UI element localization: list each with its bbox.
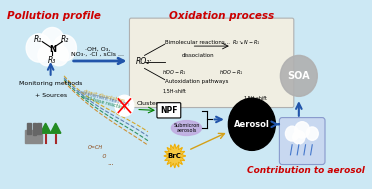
Bar — [25, 130, 42, 143]
Text: Autoxidation pathways: Autoxidation pathways — [165, 79, 228, 84]
Text: Contribution to aerosol: Contribution to aerosol — [247, 166, 365, 175]
Circle shape — [38, 45, 57, 66]
Text: + Sources: + Sources — [35, 93, 67, 98]
Text: RO₂·: RO₂· — [136, 57, 153, 66]
Circle shape — [115, 95, 134, 116]
Bar — [27, 123, 31, 134]
Text: Aerosol: Aerosol — [234, 120, 270, 129]
Text: BrC: BrC — [168, 153, 182, 159]
Text: SOA: SOA — [288, 71, 310, 81]
Circle shape — [285, 126, 299, 141]
Text: acid-base reaction: acid-base reaction — [81, 94, 126, 110]
Text: ·OH, O₃,
NO₃·, ·Cl , sCls ...: ·OH, O₃, NO₃·, ·Cl , sCls ... — [71, 46, 124, 57]
Text: R₁: R₁ — [34, 35, 42, 44]
Text: NPF: NPF — [160, 106, 177, 115]
Text: O=CH: O=CH — [87, 145, 103, 149]
Circle shape — [53, 35, 77, 61]
Text: Clusters: Clusters — [136, 101, 162, 106]
Polygon shape — [164, 144, 186, 168]
Circle shape — [26, 34, 52, 62]
Ellipse shape — [171, 121, 202, 136]
Text: Bimolecular reactions...: Bimolecular reactions... — [165, 40, 230, 45]
Text: $HOO-R_1$: $HOO-R_1$ — [163, 68, 187, 77]
Text: O: O — [97, 154, 106, 159]
Text: $HOO-R_1$: $HOO-R_1$ — [219, 68, 244, 77]
Text: replacement reaction: replacement reaction — [77, 89, 130, 107]
Text: 1,5H-shift: 1,5H-shift — [243, 96, 267, 101]
Text: R₂: R₂ — [61, 35, 69, 44]
Text: R₃: R₃ — [48, 56, 57, 65]
Text: direct dissolution: direct dissolution — [83, 90, 125, 104]
FancyBboxPatch shape — [157, 103, 181, 118]
Text: 1,5H-shift: 1,5H-shift — [163, 88, 187, 93]
Circle shape — [280, 55, 317, 96]
Text: N: N — [49, 45, 56, 53]
Text: ...: ... — [108, 160, 115, 166]
Circle shape — [293, 131, 305, 144]
Circle shape — [41, 27, 64, 53]
Circle shape — [295, 122, 310, 138]
Text: Oxidation process: Oxidation process — [169, 11, 274, 21]
Circle shape — [49, 45, 68, 66]
Text: Pollution profile: Pollution profile — [7, 11, 101, 21]
Circle shape — [228, 98, 275, 150]
FancyBboxPatch shape — [279, 118, 325, 164]
Text: Monitoring methods: Monitoring methods — [19, 81, 82, 86]
Bar — [33, 123, 36, 136]
Text: Submicron
aerosols: Submicron aerosols — [173, 123, 200, 133]
FancyBboxPatch shape — [129, 18, 294, 108]
Bar — [37, 123, 41, 134]
Text: $R_2 \searrow N - R_1$: $R_2 \searrow N - R_1$ — [232, 38, 260, 47]
Text: dissociation: dissociation — [182, 53, 215, 58]
Circle shape — [306, 127, 318, 140]
